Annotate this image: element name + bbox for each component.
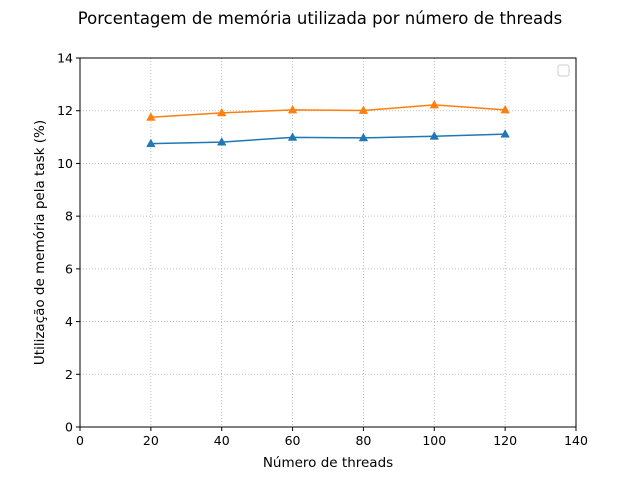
x-tick-label: 80 — [355, 433, 371, 448]
series-2 — [146, 99, 510, 121]
x-tick-label: 60 — [285, 433, 301, 448]
grid-lines — [79, 57, 577, 428]
series-1-point — [429, 131, 439, 140]
legend-box — [557, 64, 570, 77]
x-tick-label: 140 — [564, 433, 588, 448]
y-tick-label: 8 — [65, 209, 73, 224]
x-axis-ticks: 0 20 40 60 80 100 120 140 — [76, 427, 588, 448]
x-tick-label: 100 — [422, 433, 446, 448]
y-tick-label: 14 — [57, 51, 73, 66]
series-1-point — [146, 138, 156, 148]
series-2-line — [150, 104, 506, 119]
y-tick-label: 2 — [65, 367, 73, 382]
series-1-point — [358, 132, 369, 142]
series-1-point — [287, 132, 298, 141]
series-1-point — [217, 137, 227, 146]
x-tick-label: 0 — [76, 433, 84, 448]
series-1 — [146, 129, 510, 148]
y-tick-label: 4 — [65, 314, 73, 329]
x-tick-label: 120 — [493, 433, 517, 448]
y-axis-ticks: 0 2 4 6 8 10 12 14 — [57, 51, 80, 435]
chart-title: Porcentagem de memória utilizada por núm… — [78, 9, 562, 28]
series-2-point — [146, 112, 156, 121]
x-tick-label: 40 — [214, 433, 230, 448]
y-axis-title: Utilização de memória pela task (%) — [32, 120, 48, 365]
x-tick-label: 20 — [143, 433, 159, 448]
series-2-point — [358, 105, 369, 114]
series-2-point — [500, 104, 510, 114]
x-axis-title: Número de threads — [263, 455, 393, 471]
plot-area-frame — [79, 57, 577, 428]
series-1-line — [150, 133, 506, 145]
data-series — [146, 99, 510, 148]
y-tick-label: 6 — [65, 261, 73, 276]
y-tick-label: 10 — [57, 156, 73, 171]
series-2-point — [287, 104, 298, 114]
y-tick-label: 12 — [57, 103, 73, 118]
y-tick-label: 0 — [65, 420, 73, 435]
series-1-point — [500, 129, 510, 138]
series-2-point — [217, 107, 227, 117]
series-2-point — [429, 99, 439, 109]
